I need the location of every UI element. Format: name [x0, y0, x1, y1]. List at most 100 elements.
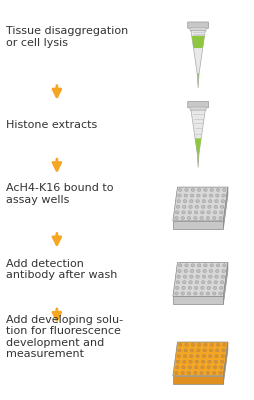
Ellipse shape [200, 211, 203, 214]
Ellipse shape [201, 354, 205, 358]
Polygon shape [223, 342, 227, 384]
Ellipse shape [193, 372, 196, 374]
Ellipse shape [189, 194, 193, 197]
Ellipse shape [194, 286, 197, 290]
Ellipse shape [176, 200, 180, 203]
Ellipse shape [221, 270, 225, 272]
Ellipse shape [215, 194, 218, 197]
Ellipse shape [209, 343, 213, 346]
Ellipse shape [190, 188, 194, 192]
Ellipse shape [219, 366, 222, 369]
Ellipse shape [189, 349, 193, 352]
Ellipse shape [206, 286, 210, 290]
Ellipse shape [218, 216, 221, 220]
Ellipse shape [219, 281, 223, 284]
Polygon shape [196, 154, 198, 168]
Text: Add detection
antibody after wash: Add detection antibody after wash [6, 259, 117, 280]
Ellipse shape [213, 281, 217, 284]
Ellipse shape [189, 275, 192, 278]
Ellipse shape [197, 188, 200, 192]
Ellipse shape [175, 366, 178, 369]
Ellipse shape [201, 205, 204, 208]
Ellipse shape [181, 211, 184, 214]
Ellipse shape [180, 372, 184, 374]
FancyBboxPatch shape [189, 107, 205, 110]
Ellipse shape [201, 200, 205, 203]
Ellipse shape [194, 366, 197, 369]
Ellipse shape [219, 286, 222, 290]
Ellipse shape [208, 200, 211, 203]
Ellipse shape [212, 216, 215, 220]
Ellipse shape [182, 205, 185, 208]
Ellipse shape [215, 188, 219, 192]
Text: Histone extracts: Histone extracts [6, 120, 97, 130]
Ellipse shape [209, 264, 213, 267]
Polygon shape [172, 221, 223, 229]
Ellipse shape [196, 349, 199, 352]
Ellipse shape [213, 360, 217, 363]
Ellipse shape [203, 343, 206, 346]
Ellipse shape [183, 200, 186, 203]
Ellipse shape [181, 366, 184, 369]
Ellipse shape [187, 216, 190, 220]
Ellipse shape [209, 349, 212, 352]
Ellipse shape [213, 205, 217, 208]
Ellipse shape [201, 281, 204, 284]
Ellipse shape [218, 372, 221, 374]
Ellipse shape [205, 216, 209, 220]
Ellipse shape [195, 354, 199, 358]
Polygon shape [223, 187, 227, 229]
Text: Add developing solu-
tion for fluorescence
development and
measurement: Add developing solu- tion for fluorescen… [6, 315, 123, 360]
Ellipse shape [183, 354, 186, 358]
Ellipse shape [187, 211, 191, 214]
Ellipse shape [220, 354, 224, 358]
Polygon shape [172, 376, 223, 384]
Ellipse shape [201, 360, 204, 363]
Ellipse shape [202, 349, 205, 352]
FancyBboxPatch shape [187, 102, 208, 108]
Ellipse shape [219, 205, 223, 208]
Ellipse shape [180, 292, 184, 295]
Ellipse shape [188, 205, 192, 208]
Ellipse shape [207, 360, 210, 363]
Ellipse shape [175, 286, 178, 290]
Ellipse shape [196, 194, 199, 197]
Ellipse shape [178, 264, 181, 267]
Ellipse shape [184, 343, 187, 346]
Ellipse shape [205, 372, 209, 374]
Ellipse shape [195, 275, 199, 278]
Ellipse shape [215, 270, 218, 272]
Polygon shape [172, 262, 227, 296]
Ellipse shape [176, 360, 179, 363]
Ellipse shape [206, 366, 210, 369]
Polygon shape [194, 138, 200, 154]
Ellipse shape [188, 360, 192, 363]
Ellipse shape [207, 281, 210, 284]
Ellipse shape [177, 270, 181, 272]
Ellipse shape [194, 211, 197, 214]
Ellipse shape [203, 264, 206, 267]
Ellipse shape [194, 360, 198, 363]
Polygon shape [172, 342, 227, 376]
Ellipse shape [203, 188, 206, 192]
Ellipse shape [212, 366, 216, 369]
Ellipse shape [214, 200, 217, 203]
FancyBboxPatch shape [189, 28, 205, 31]
Ellipse shape [176, 205, 179, 208]
Polygon shape [190, 110, 204, 154]
Ellipse shape [212, 372, 215, 374]
Polygon shape [196, 74, 198, 88]
Ellipse shape [184, 264, 187, 267]
Ellipse shape [188, 281, 192, 284]
Ellipse shape [214, 354, 217, 358]
Ellipse shape [174, 292, 178, 295]
Ellipse shape [218, 292, 221, 295]
Ellipse shape [205, 292, 209, 295]
Ellipse shape [182, 360, 185, 363]
Ellipse shape [219, 360, 223, 363]
Polygon shape [223, 262, 227, 304]
Ellipse shape [208, 275, 211, 278]
Ellipse shape [197, 343, 200, 346]
Ellipse shape [220, 275, 224, 278]
Text: Tissue disaggregation
or cell lysis: Tissue disaggregation or cell lysis [6, 26, 128, 48]
